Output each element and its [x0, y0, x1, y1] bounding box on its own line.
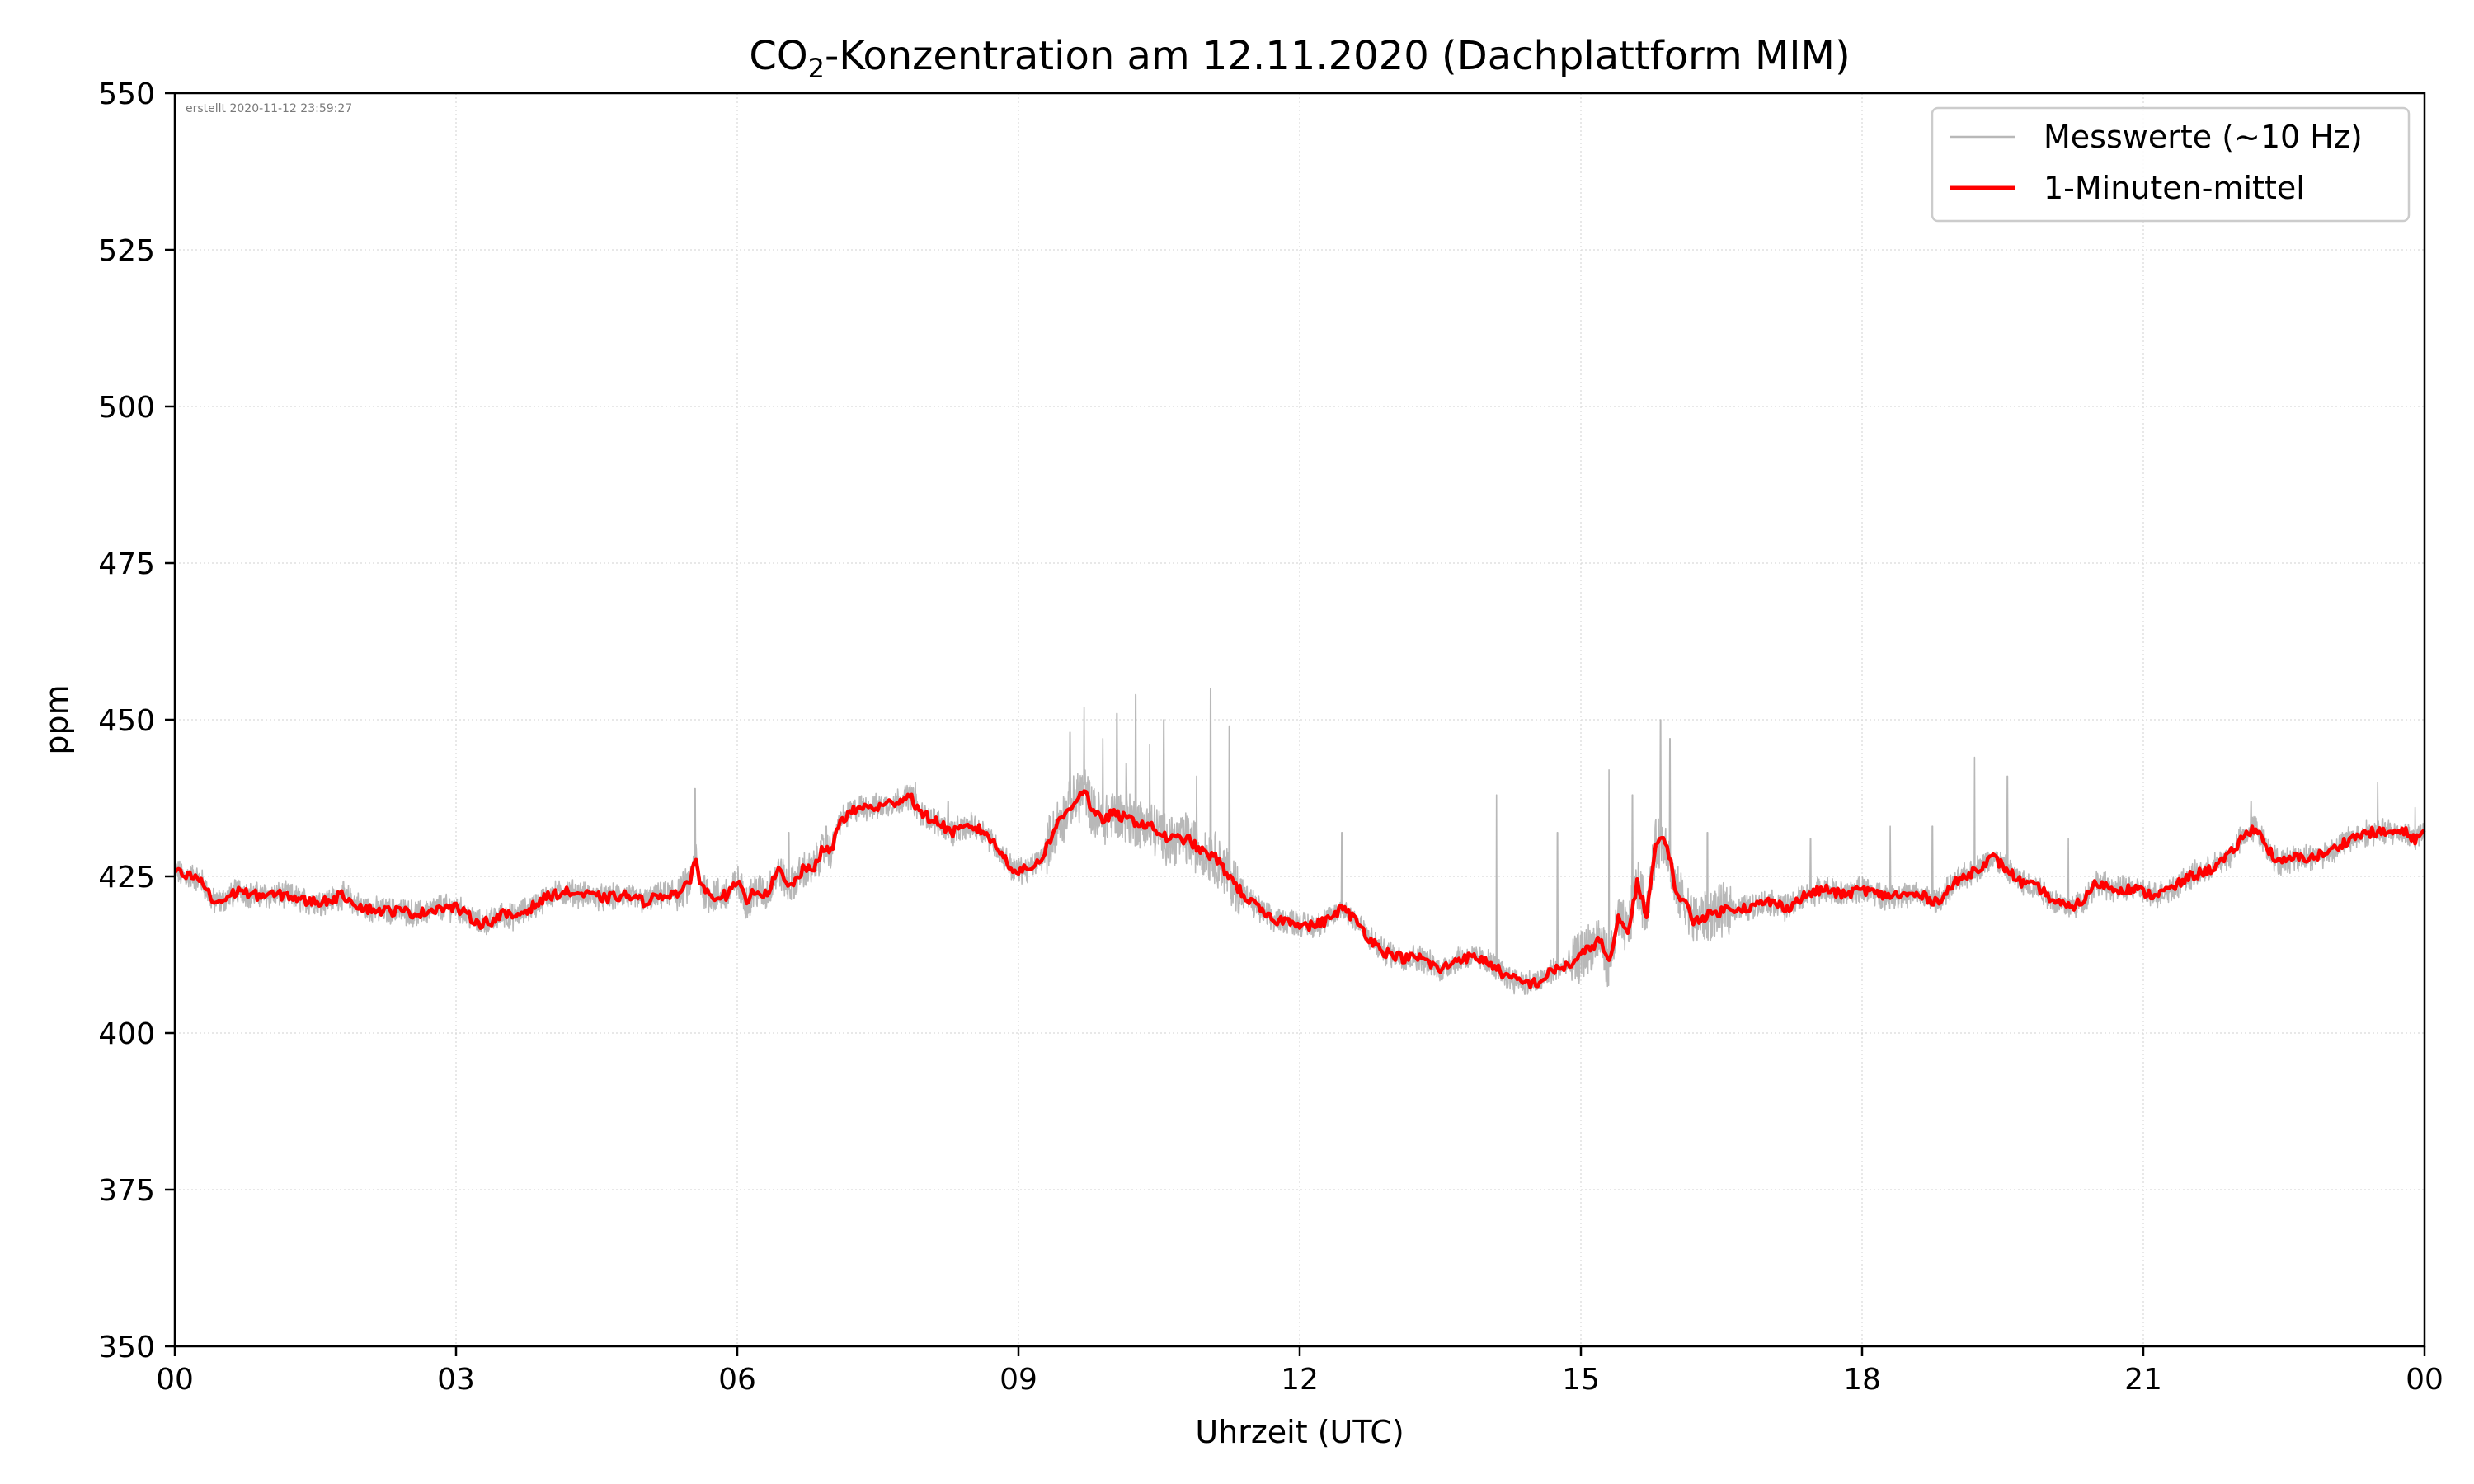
y-tick-label: 500: [98, 391, 155, 425]
chart-title-main: CO: [749, 33, 807, 79]
legend-box: [1931, 106, 2411, 223]
y-tick-label: 475: [98, 547, 155, 581]
x-tick-label: 15: [1562, 1363, 1600, 1397]
x-tick-label: 00: [2406, 1363, 2443, 1397]
y-tick-label: 550: [98, 77, 155, 111]
x-tick-label: 06: [718, 1363, 756, 1397]
x-tick-label: 18: [1843, 1363, 1881, 1397]
y-tick-label: 375: [98, 1174, 155, 1208]
y-axis-label: ppm: [39, 684, 75, 754]
axis-ticks: 00 03 06 09 12 15 18 21 003503754004254504755005…: [98, 77, 2443, 1397]
mean-series-line: [173, 789, 2426, 989]
y-tick-label: 425: [98, 861, 155, 895]
chart-title-rest: -Konzentration am 12.11.2020 (Dachplattf…: [825, 33, 1851, 79]
x-tick-label: 00: [156, 1363, 194, 1397]
legend-label-raw: Messwerte (~10 Hz): [2044, 119, 2363, 155]
y-tick-label: 400: [98, 1017, 155, 1051]
y-tick-label: 450: [98, 704, 155, 738]
legend: Messwerte (~10 Hz) 1-Minuten-mittel: [1931, 106, 2411, 223]
x-tick-label: 03: [437, 1363, 475, 1397]
legend-label-mean: 1-Minuten-mittel: [2044, 170, 2305, 206]
x-axis-label: Uhrzeit (UTC): [1195, 1414, 1404, 1450]
mean-series-layer: [173, 789, 2426, 989]
chart-title-subscript: 2: [808, 53, 825, 84]
x-tick-label: 12: [1281, 1363, 1319, 1397]
y-tick-label: 350: [98, 1331, 155, 1364]
x-tick-label: 09: [999, 1363, 1037, 1397]
x-tick-label: 21: [2124, 1363, 2162, 1397]
chart-title: CO2-Konzentration am 12.11.2020 (Dachpla…: [749, 33, 1850, 84]
y-tick-label: 525: [98, 234, 155, 268]
creation-timestamp: erstellt 2020-11-12 23:59:27: [186, 102, 352, 115]
